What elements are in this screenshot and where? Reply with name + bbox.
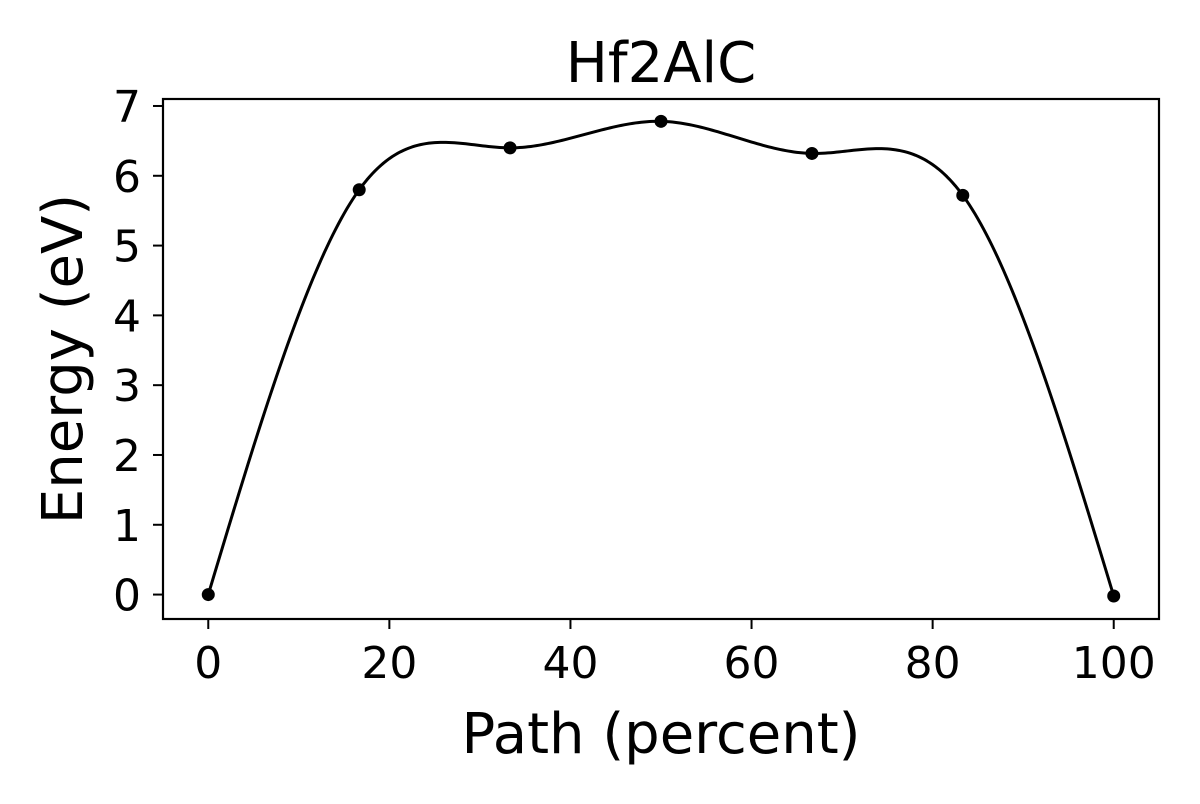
chart-title: Hf2AlC	[566, 31, 756, 96]
y-tick-label: 0	[113, 571, 141, 622]
data-point	[1107, 589, 1121, 603]
x-axis-title: Path (percent)	[462, 702, 861, 767]
ticks-layer: 0 20 40 60 80 100 0 1 2 3 4 5 6 7	[113, 82, 1156, 689]
series-layer	[201, 114, 1121, 603]
y-tick-label: 7	[113, 82, 141, 133]
x-tick-label: 60	[724, 638, 780, 689]
x-tick-label: 20	[361, 638, 417, 689]
data-point	[201, 588, 215, 602]
data-point	[805, 146, 819, 160]
y-tick-label: 3	[113, 361, 141, 412]
x-tick-label: 40	[542, 638, 598, 689]
series-line	[206, 119, 1116, 597]
y-tick-label: 4	[113, 291, 141, 342]
plot-frame	[161, 97, 1161, 621]
data-point	[956, 188, 970, 202]
y-tick-label: 5	[113, 222, 141, 273]
x-tick-label: 80	[905, 638, 961, 689]
y-tick-label: 1	[113, 501, 141, 552]
data-point	[654, 114, 668, 128]
data-point	[503, 141, 517, 155]
y-tick-label: 6	[113, 152, 141, 203]
y-tick-label: 2	[113, 431, 141, 482]
x-tick-label: 0	[194, 638, 222, 689]
data-point	[352, 183, 366, 197]
y-axis-title: Energy (eV)	[31, 194, 96, 524]
x-tick-label: 100	[1072, 638, 1156, 689]
